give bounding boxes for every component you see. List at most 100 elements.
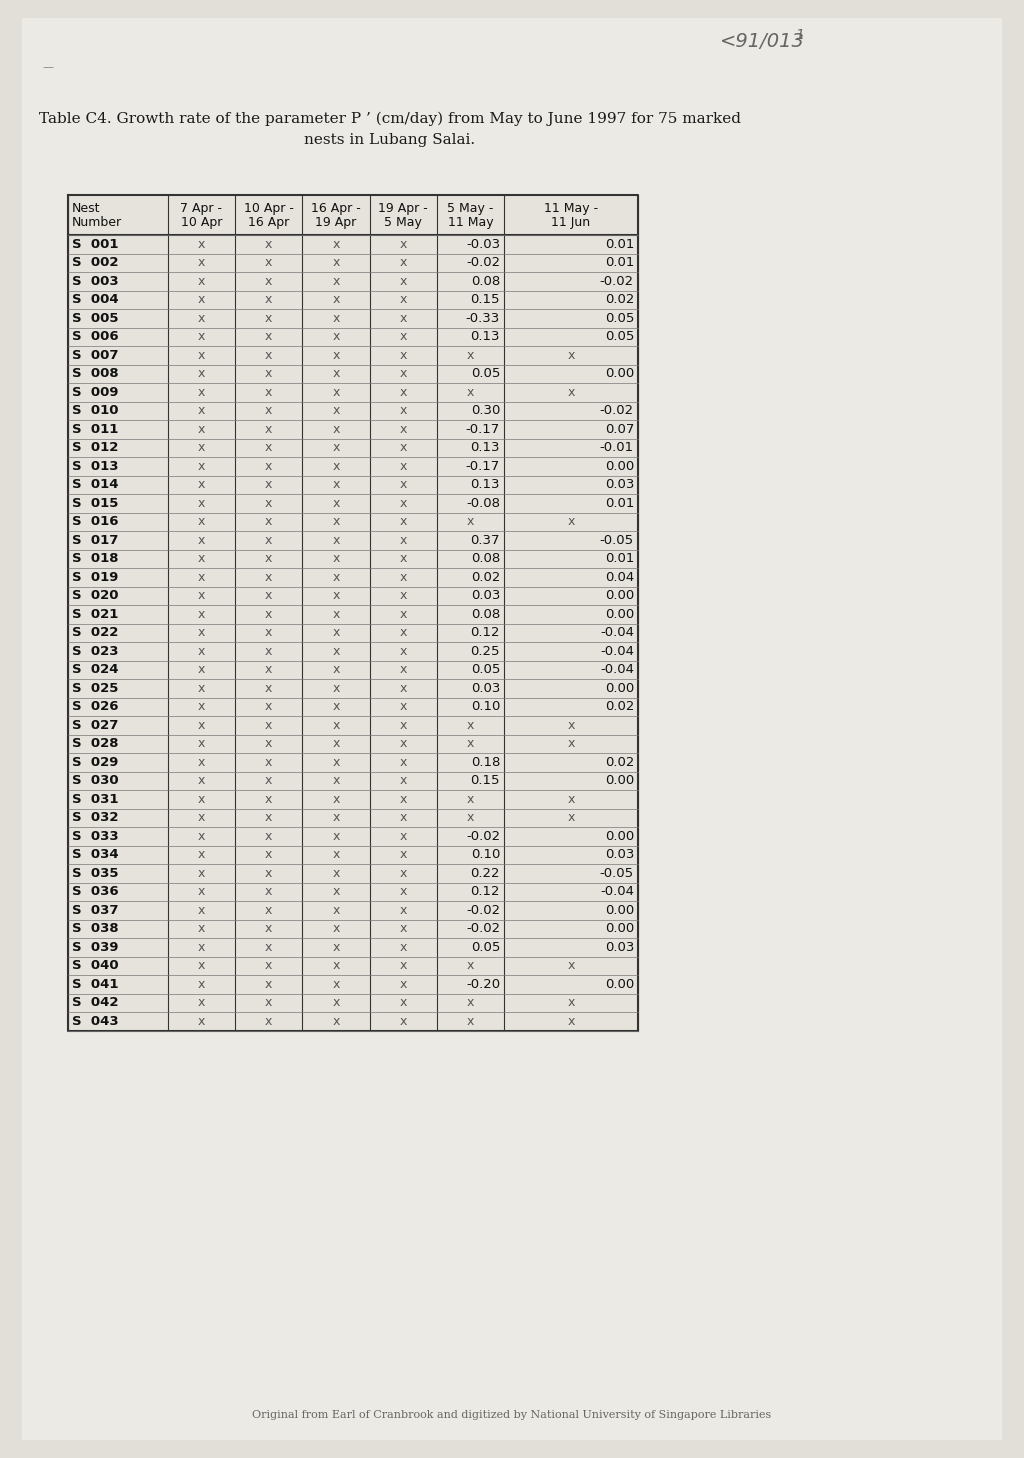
Text: S  018: S 018 xyxy=(72,553,119,566)
Text: 0.00: 0.00 xyxy=(605,608,634,621)
Text: S  003: S 003 xyxy=(72,274,119,287)
Text: S  020: S 020 xyxy=(72,589,119,602)
Text: x: x xyxy=(399,700,407,713)
Text: x: x xyxy=(399,423,407,436)
Text: x: x xyxy=(332,553,340,566)
Text: x: x xyxy=(265,719,272,732)
Text: x: x xyxy=(399,738,407,751)
Text: x: x xyxy=(198,755,205,768)
Text: x: x xyxy=(332,274,340,287)
Text: x: x xyxy=(399,497,407,510)
Text: x: x xyxy=(198,682,205,695)
Text: S  014: S 014 xyxy=(72,478,119,491)
Text: x: x xyxy=(265,386,272,398)
Text: x: x xyxy=(332,904,340,917)
Text: S  036: S 036 xyxy=(72,885,119,898)
Text: x: x xyxy=(265,608,272,621)
Text: x: x xyxy=(265,459,272,472)
Text: x: x xyxy=(399,904,407,917)
Text: x: x xyxy=(265,811,272,824)
Text: x: x xyxy=(198,663,205,677)
Text: x: x xyxy=(198,904,205,917)
Text: S  019: S 019 xyxy=(72,570,119,583)
Text: 0.08: 0.08 xyxy=(471,553,500,566)
Text: x: x xyxy=(265,238,272,251)
Text: Number: Number xyxy=(72,216,122,229)
Text: 0.10: 0.10 xyxy=(471,700,500,713)
Text: x: x xyxy=(399,404,407,417)
Text: -0.02: -0.02 xyxy=(600,404,634,417)
Text: x: x xyxy=(332,830,340,843)
Text: x: x xyxy=(399,386,407,398)
Text: S  026: S 026 xyxy=(72,700,119,713)
Text: -0.20: -0.20 xyxy=(466,978,500,991)
Text: x: x xyxy=(198,293,205,306)
Text: x: x xyxy=(265,423,272,436)
Text: x: x xyxy=(332,738,340,751)
Text: x: x xyxy=(198,238,205,251)
Text: S  012: S 012 xyxy=(72,442,119,455)
Text: x: x xyxy=(198,738,205,751)
Text: x: x xyxy=(198,700,205,713)
Text: 0.10: 0.10 xyxy=(471,849,500,862)
Text: 0.01: 0.01 xyxy=(604,497,634,510)
Text: x: x xyxy=(198,386,205,398)
Text: x: x xyxy=(198,570,205,583)
Text: x: x xyxy=(198,442,205,455)
Text: S  040: S 040 xyxy=(72,959,119,972)
Text: -0.33: -0.33 xyxy=(466,312,500,325)
Text: -0.02: -0.02 xyxy=(466,830,500,843)
Text: S  038: S 038 xyxy=(72,923,119,935)
Text: 0.05: 0.05 xyxy=(471,940,500,954)
Text: x: x xyxy=(332,367,340,381)
Text: -0.17: -0.17 xyxy=(466,459,500,472)
Text: 0.30: 0.30 xyxy=(471,404,500,417)
Text: x: x xyxy=(332,423,340,436)
Text: S  042: S 042 xyxy=(72,996,119,1009)
Text: x: x xyxy=(399,682,407,695)
Text: 16 Apr: 16 Apr xyxy=(248,216,289,229)
Text: x: x xyxy=(198,589,205,602)
Text: x: x xyxy=(332,459,340,472)
Text: 0.25: 0.25 xyxy=(471,644,500,658)
Text: x: x xyxy=(399,257,407,270)
Text: x: x xyxy=(567,738,574,751)
Text: x: x xyxy=(332,570,340,583)
Text: x: x xyxy=(567,1015,574,1028)
Text: 11 May: 11 May xyxy=(447,216,494,229)
Text: x: x xyxy=(332,534,340,547)
Text: 0.03: 0.03 xyxy=(604,849,634,862)
Text: x: x xyxy=(265,442,272,455)
Text: x: x xyxy=(567,793,574,806)
Text: x: x xyxy=(198,423,205,436)
Text: -0.03: -0.03 xyxy=(466,238,500,251)
Text: S  005: S 005 xyxy=(72,312,119,325)
Text: 0.12: 0.12 xyxy=(471,627,500,639)
Text: x: x xyxy=(399,663,407,677)
Text: x: x xyxy=(332,497,340,510)
Text: S  015: S 015 xyxy=(72,497,119,510)
Text: x: x xyxy=(198,331,205,343)
Text: x: x xyxy=(399,570,407,583)
Text: —: — xyxy=(42,63,53,71)
Text: <91/013: <91/013 xyxy=(720,32,805,51)
Text: -0.02: -0.02 xyxy=(466,923,500,935)
Text: x: x xyxy=(332,238,340,251)
Text: 0.03: 0.03 xyxy=(604,478,634,491)
Text: x: x xyxy=(198,830,205,843)
Text: x: x xyxy=(399,274,407,287)
Text: x: x xyxy=(332,849,340,862)
Text: x: x xyxy=(332,719,340,732)
Text: S  029: S 029 xyxy=(72,755,119,768)
Text: x: x xyxy=(399,755,407,768)
Text: x: x xyxy=(399,589,407,602)
Text: x: x xyxy=(332,348,340,362)
Text: x: x xyxy=(198,367,205,381)
Text: 0.00: 0.00 xyxy=(605,923,634,935)
Text: 0.01: 0.01 xyxy=(604,257,634,270)
Bar xyxy=(68,195,638,1031)
Text: S  007: S 007 xyxy=(72,348,119,362)
Text: 0.00: 0.00 xyxy=(605,589,634,602)
Text: 0.04: 0.04 xyxy=(605,570,634,583)
Text: x: x xyxy=(198,553,205,566)
